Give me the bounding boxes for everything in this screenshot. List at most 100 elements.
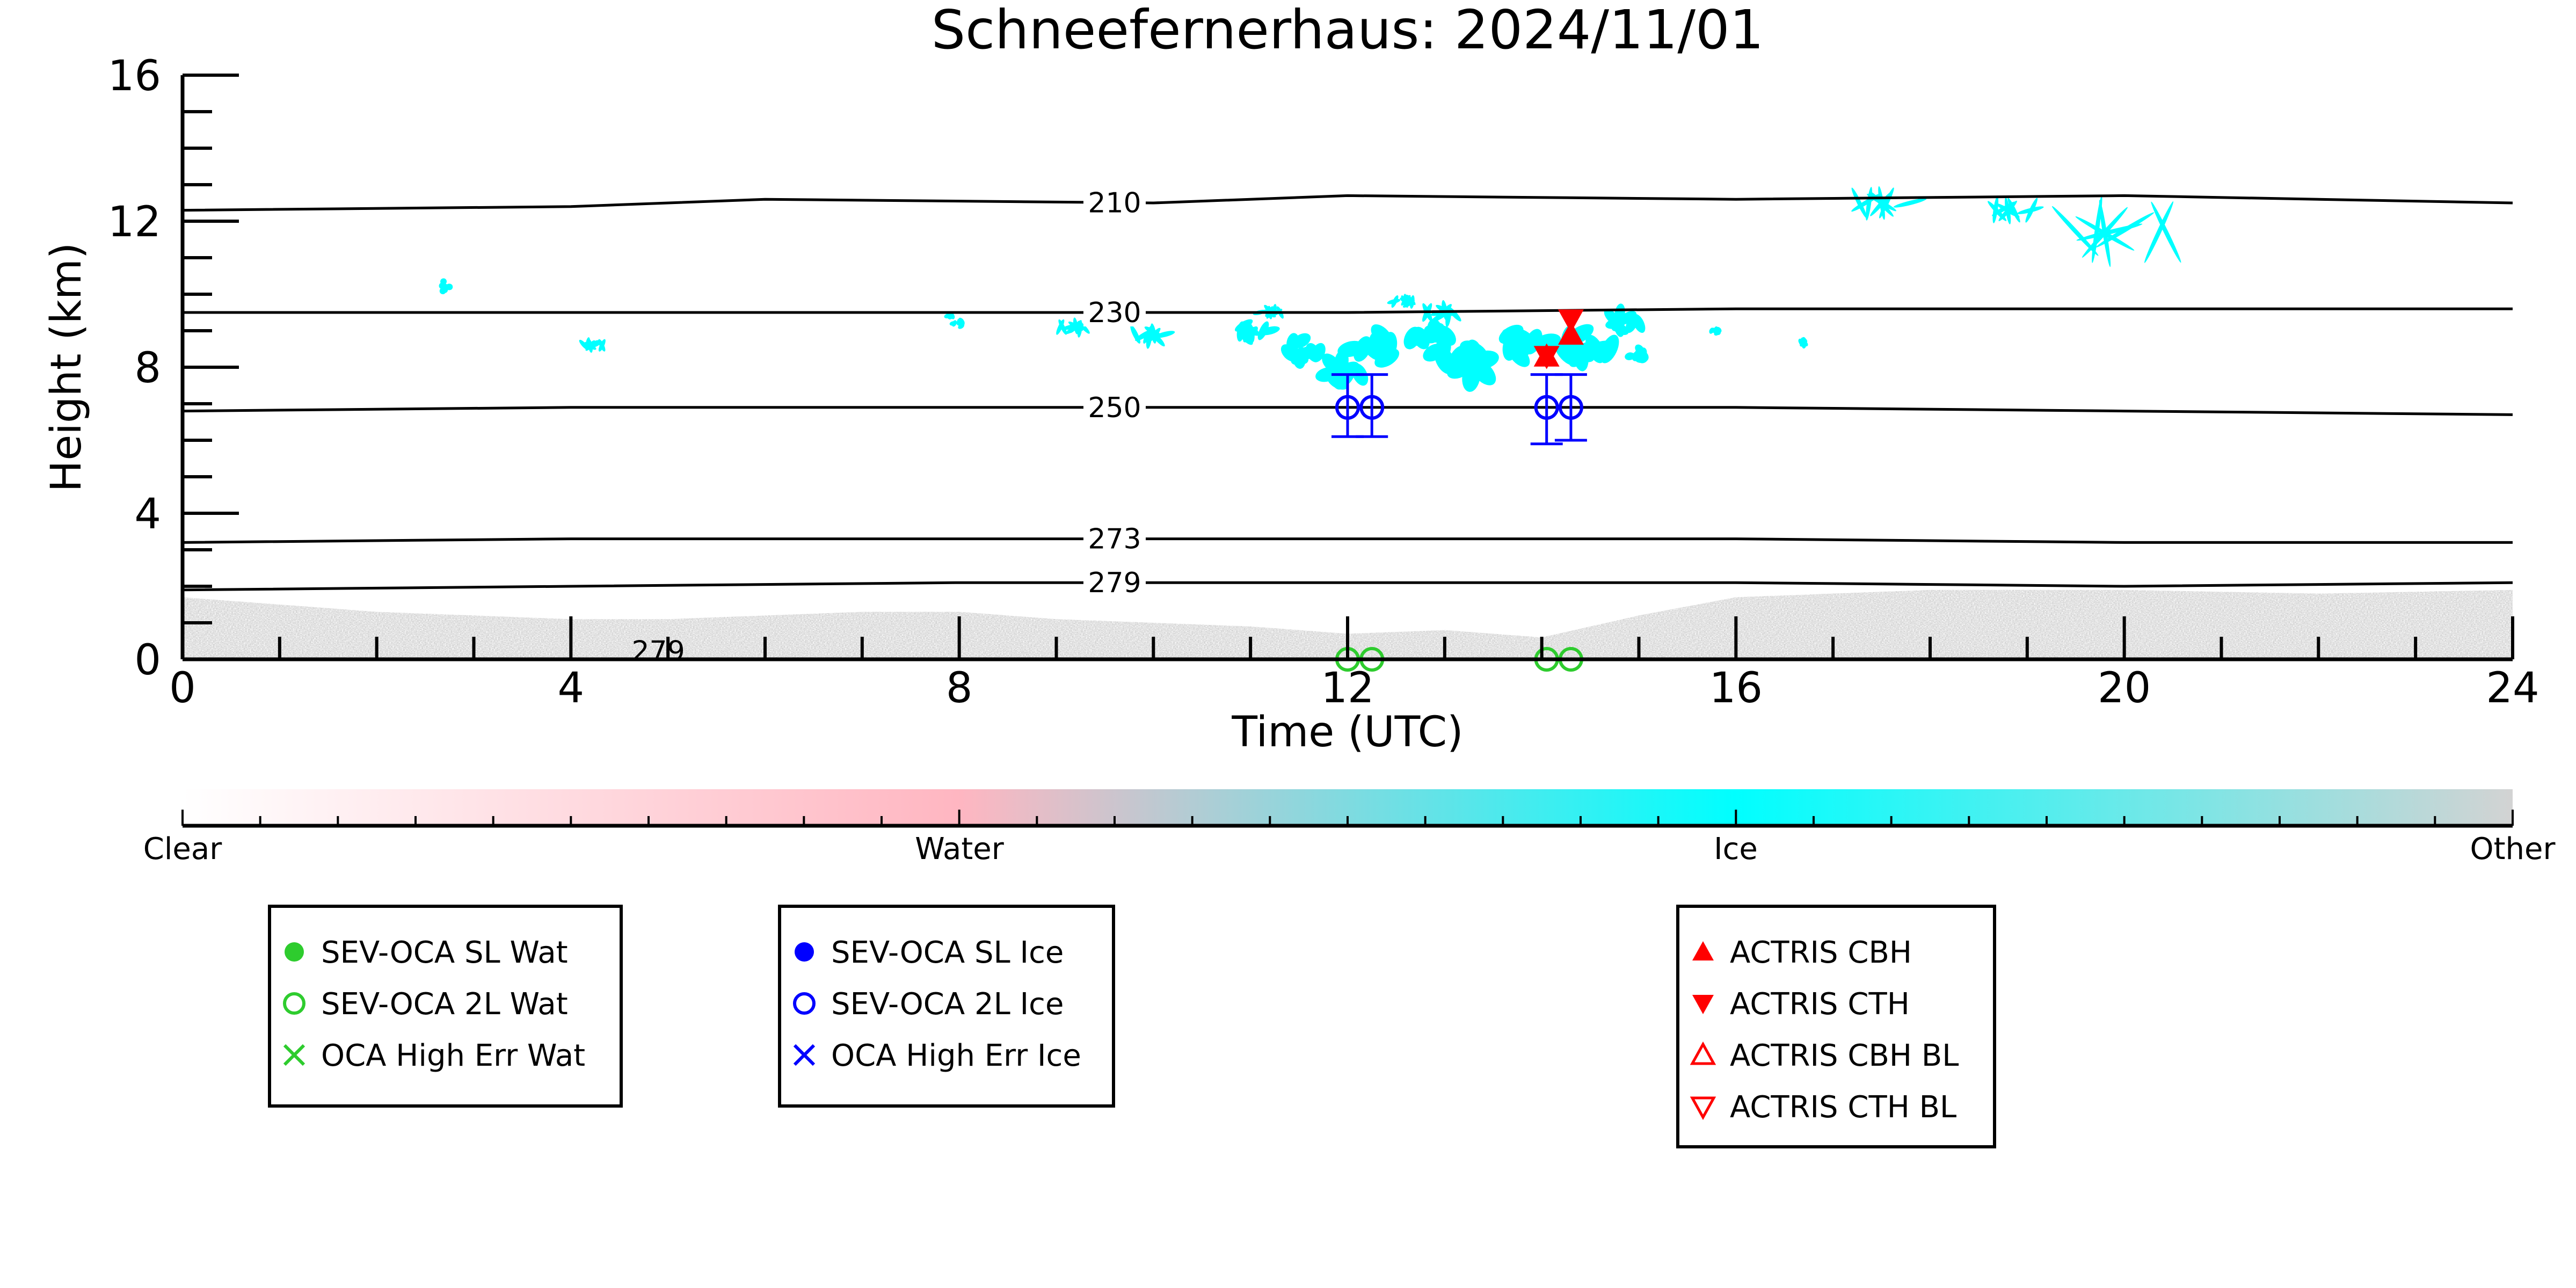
ice-cloud-patch [1498, 324, 1524, 344]
ice-cloud-patch [1292, 333, 1311, 348]
ice-cloud-patch [1447, 356, 1475, 379]
legend-label-actris-cth-bl: ACTRIS CTH BL [1730, 1090, 1956, 1125]
y-tick-label: 8 [134, 344, 161, 392]
legend-marker-sev-oca-2l-wat [283, 992, 305, 1015]
contour-line-279 [182, 581, 2513, 592]
colorbar-label-ice: Ice [1714, 832, 1758, 867]
errorbar-sev-oca-2l-ice [1554, 373, 1587, 442]
contour-line-230 [183, 307, 2513, 314]
ice-cloud-patch [1374, 348, 1400, 368]
ice-cloud-patch [1534, 333, 1561, 350]
y-axis-label: Height (km) [42, 243, 91, 492]
ice-cloud-patch [1605, 318, 1626, 329]
contour-label-bg [1083, 296, 1146, 326]
ice-cloud-patch [1056, 319, 1065, 335]
ice-cloud-patch [958, 324, 964, 329]
legend-marker-actris-cbh-bl [1690, 1041, 1716, 1065]
legend-ice: SEV-OCA SL Ice SEV-OCA 2L Ice OCA High Err… [778, 905, 1115, 1108]
marker-actris-cth [1558, 309, 1584, 333]
legend-marker-sev-oca-2l-ice [793, 992, 816, 1015]
contour-label-bg [1083, 566, 1146, 597]
y-tick-label: 16 [108, 52, 161, 100]
legend-label-sev-oca-sl-wat: SEV-OCA SL Wat [321, 935, 568, 970]
colorbar-label-water: Water [915, 832, 1005, 867]
ice-cloud-patch [1511, 337, 1533, 360]
legend-marker-oca-high-err-ice [793, 1044, 816, 1066]
legend-marker-actris-cth [1692, 995, 1714, 1014]
ice-cloud-patch [598, 339, 606, 352]
ice-cloud-patch [1851, 187, 1867, 219]
retrieval-markers [1331, 309, 1587, 672]
ice-cloud-patch [1634, 348, 1643, 358]
legend-marker-oca-high-err-wat [283, 1044, 305, 1066]
colorbar-label-other: Other [2470, 832, 2556, 867]
marker-sev-oca-2l-ice [1335, 395, 1360, 420]
ice-cloud-patch [1468, 350, 1499, 369]
ice-cloud-patch [956, 318, 962, 325]
x-tick-label: 16 [1709, 664, 1763, 712]
marker-sev-oca-2l-ice [1359, 395, 1385, 420]
x-tick-label: 20 [2098, 664, 2151, 712]
ice-cloud-patch [1146, 328, 1161, 344]
contour-label-210: 210 [1088, 187, 1141, 219]
ice-cloud-patch [1625, 352, 1635, 360]
x-tick-label: 0 [169, 664, 196, 712]
ice-cloud-patch [1061, 324, 1079, 330]
ice-cloud-patch [1366, 330, 1388, 353]
ice-cloud-patch [2051, 206, 2099, 256]
ice-cloud-patch [1401, 295, 1411, 306]
legend-water: SEV-OCA SL Wat SEV-OCA 2L Wat OCA High Err… [268, 905, 623, 1108]
contour-label-279: 279 [1088, 567, 1141, 599]
ice-cloud-patch [586, 343, 600, 348]
ice-cloud-patch [2076, 223, 2143, 241]
ice-cloud-patch [1866, 187, 1872, 221]
colorbar-label-clear: Clear [143, 832, 222, 867]
errorbar-sev-oca-2l-ice [1356, 373, 1388, 438]
ice-cloud-layer [439, 186, 2181, 392]
ice-cloud-patch [1992, 196, 1999, 223]
x-axis-label: Time (UTC) [1231, 708, 1463, 756]
x-tick-label: 12 [1321, 664, 1374, 712]
ice-cloud-patch [1998, 200, 2017, 221]
ice-cloud-patch [441, 286, 448, 293]
ice-cloud-patch [1243, 326, 1258, 343]
ice-cloud-patch [2144, 201, 2174, 263]
ice-cloud-patch [1569, 342, 1592, 367]
legend-label-sev-oca-2l-wat: SEV-OCA 2L Wat [321, 987, 568, 1022]
ice-cloud-patch [1315, 367, 1339, 382]
x-tick-label: 4 [558, 664, 585, 712]
ice-cloud-patch [1409, 330, 1433, 346]
legend-marker-sev-oca-sl-wat [285, 942, 304, 962]
ice-cloud-patch [1387, 299, 1401, 304]
colorbar: Clear Water Ice Other [143, 789, 2556, 867]
plot-area: 210 230 250 273 279 279 [182, 186, 2513, 672]
chart-title: Schneefernerhaus: 2024/11/01 [932, 0, 1764, 61]
ice-cloud-patch [949, 321, 957, 326]
ice-cloud-patch [440, 278, 447, 285]
ice-cloud-patch [1260, 326, 1280, 336]
contour-label-bg [1083, 522, 1146, 553]
marker-actris-cbh [1558, 321, 1584, 345]
legend-marker-actris-cbh [1692, 941, 1714, 960]
ice-cloud-patch [1135, 329, 1153, 341]
legend-actris: ACTRIS CBH ACTRIS CTH ACTRIS CBH BL ACTRIS … [1676, 905, 1996, 1148]
x-tick-label: 24 [2486, 664, 2539, 712]
ice-cloud-patch [1298, 346, 1319, 360]
marker-sev-oca-2l-ice [1558, 395, 1583, 420]
contour-label-bg [1083, 391, 1146, 421]
legend-marker-actris-cth-bl [1690, 1096, 1716, 1120]
contour-line-273 [182, 537, 2513, 544]
ice-cloud-patch [1709, 328, 1716, 333]
contour-label-bg [1083, 186, 1146, 217]
marker-sev-oca-2l-ice [1534, 395, 1559, 420]
legend-label-oca-high-err-wat: OCA High Err Wat [321, 1038, 585, 1073]
legend-marker-sev-oca-sl-ice [795, 942, 814, 962]
contour-label-230: 230 [1088, 297, 1141, 329]
ice-cloud-patch [1992, 201, 2015, 216]
ice-cloud-patch [2151, 201, 2181, 263]
ice-cloud-patch [944, 314, 951, 318]
y-tick-label: 12 [108, 198, 161, 246]
marker-actris-cth [1533, 346, 1560, 369]
ice-cloud-patch [1893, 198, 1927, 208]
y-tick-label: 4 [134, 490, 161, 539]
